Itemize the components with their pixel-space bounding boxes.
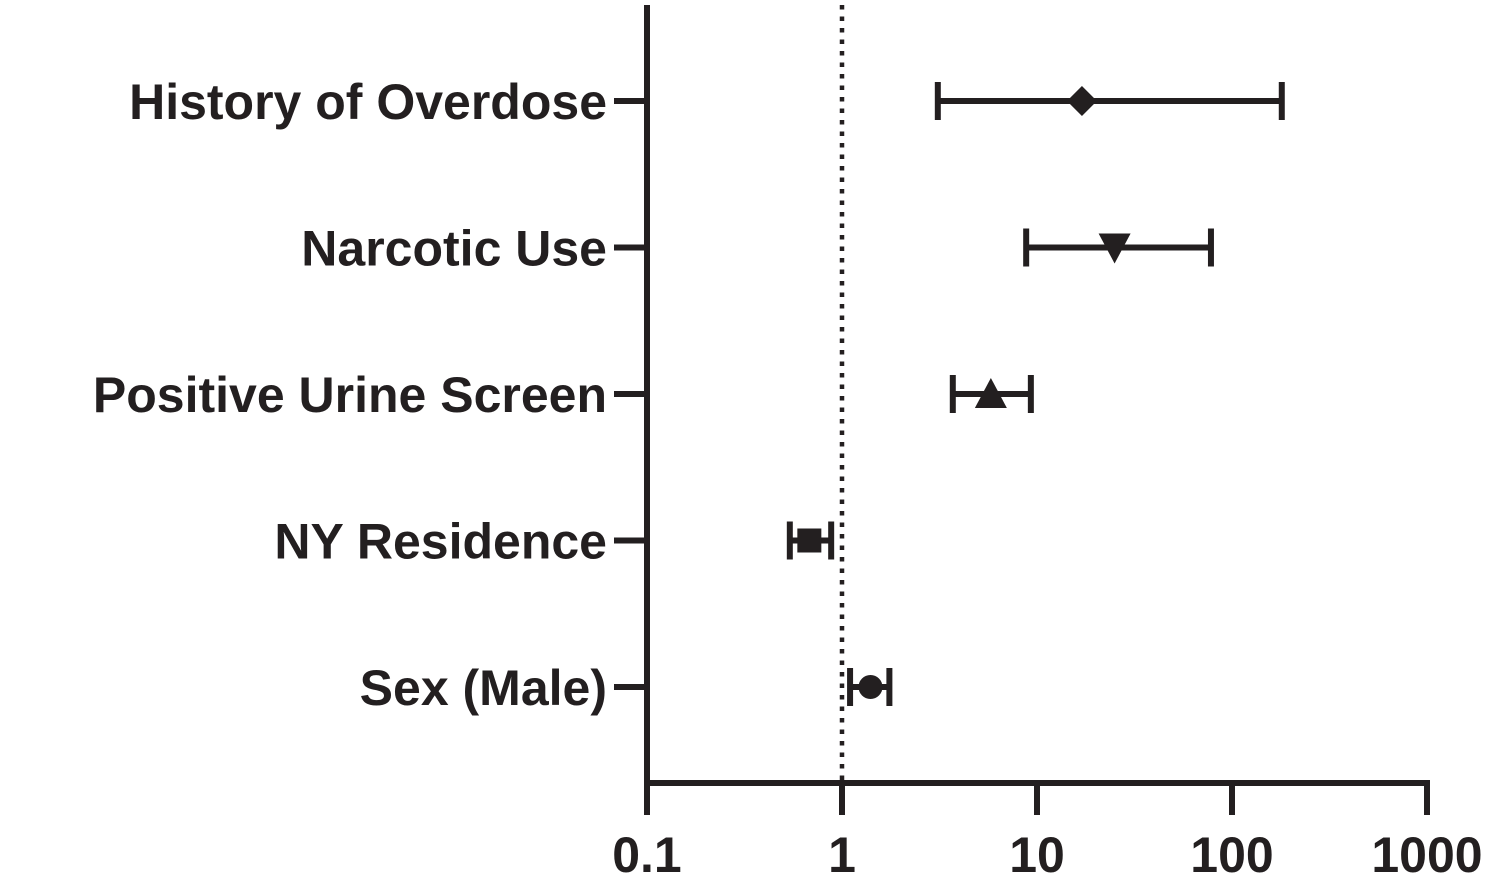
triangle-up-marker — [974, 378, 1007, 408]
triangle-down-marker — [1098, 233, 1131, 264]
category-label: Positive Urine Screen — [93, 367, 607, 423]
category-label: Sex (Male) — [360, 660, 607, 716]
category-label: NY Residence — [274, 514, 607, 570]
circle-marker — [858, 675, 883, 699]
category-label: Narcotic Use — [301, 221, 607, 277]
x-tick-label: 1 — [828, 827, 856, 877]
x-tick-label: 1000 — [1371, 827, 1482, 877]
diamond-marker — [1066, 86, 1097, 116]
x-tick-label: 0.1 — [612, 827, 682, 877]
x-tick-label: 10 — [1009, 827, 1065, 877]
category-label: History of Overdose — [129, 74, 607, 130]
x-tick-label: 100 — [1190, 827, 1273, 877]
square-marker — [797, 528, 822, 553]
